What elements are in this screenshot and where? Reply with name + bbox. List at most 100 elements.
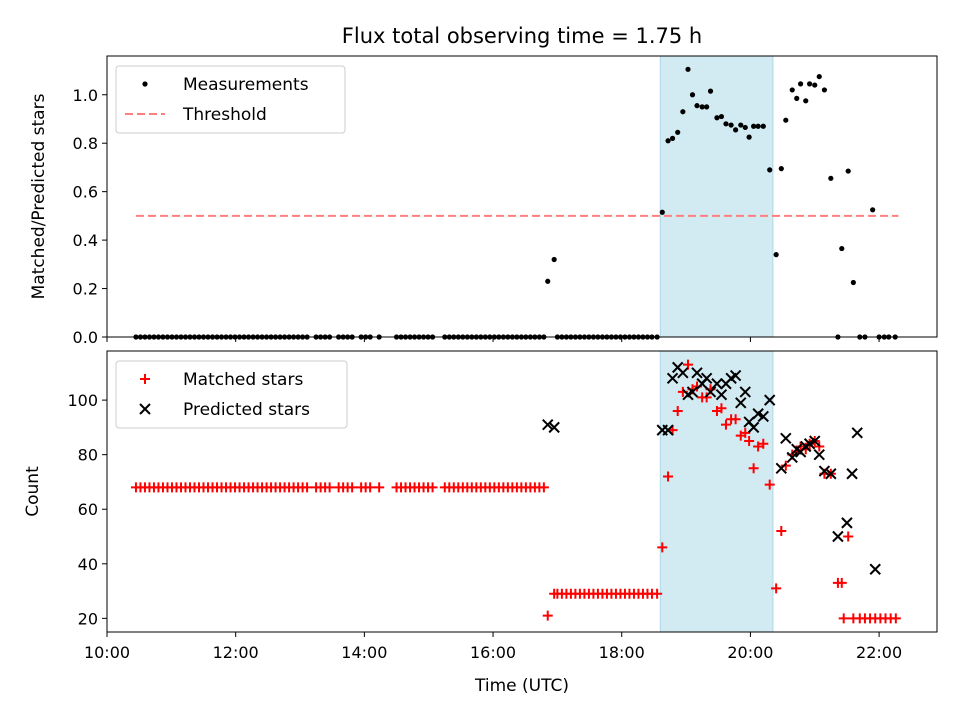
measurement-point: [733, 127, 739, 133]
top-y-tick-label: 1.0: [73, 86, 98, 105]
measurement-point: [685, 66, 691, 72]
top-y-tick-label: 0.6: [73, 183, 98, 202]
measurement-point: [794, 95, 800, 101]
bottom-legend: Matched stars Predicted stars: [115, 360, 348, 429]
matched-star-point: [701, 392, 712, 403]
bottom-y-tick-label: 80: [78, 446, 98, 465]
x-tick-label: 14:00: [341, 643, 387, 662]
legend-label: Matched stars: [183, 370, 303, 390]
matched-star-point: [758, 438, 769, 449]
measurement-point: [707, 88, 714, 94]
bottom-axes-frame: [106, 350, 938, 633]
bottom-panel: 20 40 60 80 100 10:00 12:00 14:00 16:00 18:00 20:0…: [23, 350, 938, 662]
legend-box: [115, 65, 346, 134]
matched-star-point: [374, 482, 385, 493]
matched-star-point: [347, 482, 358, 493]
measurement-point: [783, 117, 789, 123]
matched-star-point: [843, 531, 854, 542]
matched-star-point: [427, 482, 438, 493]
measurement-point: [828, 175, 834, 181]
bottom-y-tick-label: 40: [78, 555, 98, 574]
predicted-star-point: [841, 517, 853, 529]
predicted-star-point: [700, 372, 713, 384]
predicted-star-point: [809, 435, 821, 447]
predicted-star-point: [851, 427, 863, 439]
measurement-point: [812, 82, 818, 88]
x-tick-label: 22:00: [856, 643, 902, 662]
top-series-measurements: [133, 66, 898, 340]
measurement-point: [675, 129, 681, 135]
measurement-point: [821, 87, 828, 93]
matched-star-point: [663, 471, 674, 482]
bottom-y-tick-label: 100: [67, 391, 98, 410]
legend-label: Predicted stars: [183, 400, 310, 420]
measurement-point: [870, 207, 876, 213]
predicted-star-point: [735, 397, 747, 409]
measurement-point: [659, 209, 665, 215]
matched-star-point: [744, 436, 755, 447]
measurement-point: [728, 122, 734, 128]
measurement-point: [694, 103, 700, 109]
measurement-point: [755, 123, 761, 129]
measurement-point: [778, 166, 784, 172]
matched-star-point: [302, 482, 313, 493]
measurement-point: [742, 124, 748, 131]
matched-star-point: [836, 577, 847, 588]
matched-star-point: [720, 419, 731, 430]
matched-star-point: [365, 482, 376, 493]
x-tick-label: 18:00: [599, 643, 645, 662]
measurement-point: [850, 279, 856, 286]
measurement-point: [807, 81, 813, 87]
predicted-star-point: [869, 563, 881, 575]
predicted-star-point: [757, 410, 769, 423]
measurement-point: [665, 138, 671, 144]
predicted-star-point: [666, 372, 679, 384]
measurement-point: [839, 245, 845, 252]
measurement-point: [718, 113, 725, 120]
top-legend: Measurements Threshold: [115, 65, 346, 134]
matched-star-point: [764, 479, 775, 490]
matched-star-point: [542, 610, 553, 621]
chart-title: Flux total observing time = 1.75 h: [342, 24, 702, 48]
x-tick-label: 20:00: [727, 643, 773, 662]
bottom-y-tick-label: 60: [78, 500, 98, 519]
measurement-point: [767, 167, 773, 173]
legend-label: Threshold: [182, 105, 267, 125]
matched-star-point: [324, 482, 335, 493]
measurement-point: [797, 81, 804, 87]
measurement-point: [689, 92, 696, 98]
top-observing-window: [659, 55, 774, 338]
measurement-point: [680, 109, 686, 115]
measurement-point: [816, 73, 822, 80]
predicted-star-point: [729, 369, 742, 382]
matched-star-point: [838, 613, 849, 624]
top-panel: 0.0 0.2 0.4 0.6 0.8 1.0 Matched/Predicted star…: [29, 55, 938, 347]
matched-star-point: [771, 583, 782, 594]
matched-star-point: [652, 588, 663, 599]
legend-label: Measurements: [183, 75, 309, 95]
predicted-star-point: [542, 418, 554, 431]
matched-star-point: [776, 526, 787, 537]
measurement-point: [760, 123, 766, 129]
matched-star-point: [657, 542, 668, 553]
matched-star-point: [780, 460, 791, 471]
measurement-point: [545, 278, 551, 284]
measurement-point: [746, 134, 752, 140]
predicted-star-point: [786, 451, 798, 464]
predicted-star-point: [691, 367, 703, 379]
measurement-point: [751, 123, 757, 129]
measurement-point: [803, 98, 809, 104]
matched-star-point: [538, 482, 549, 493]
predicted-star-point: [813, 448, 825, 461]
matched-star-point: [890, 613, 901, 624]
predicted-star-point: [548, 421, 560, 434]
measurement-point: [789, 87, 795, 93]
predicted-star-point: [662, 424, 674, 436]
matched-star-point: [716, 403, 727, 414]
matched-star-point: [748, 463, 759, 474]
predicted-star-point: [832, 530, 844, 543]
bottom-y-tick-label: 20: [78, 609, 98, 628]
x-tick-label: 16:00: [470, 643, 516, 662]
measurement-point: [704, 104, 710, 110]
legend-measurement-marker: [142, 81, 148, 87]
